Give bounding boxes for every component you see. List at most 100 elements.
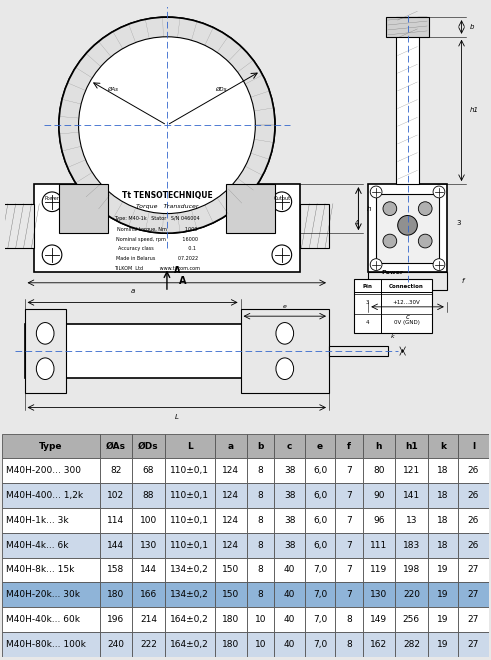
Bar	[458, 607, 489, 632]
Text: 8: 8	[258, 566, 264, 574]
Text: 256: 256	[403, 615, 420, 624]
Text: h1: h1	[469, 108, 478, 114]
Bar	[132, 632, 164, 657]
Bar	[362, 434, 395, 459]
Text: 102: 102	[107, 491, 124, 500]
Bar	[362, 558, 395, 582]
Bar	[59, 184, 108, 233]
Text: 3: 3	[365, 300, 369, 306]
Text: 19: 19	[437, 590, 449, 599]
Circle shape	[79, 37, 255, 214]
Text: 124: 124	[222, 491, 239, 500]
Wedge shape	[59, 17, 275, 233]
Ellipse shape	[276, 323, 294, 344]
Bar	[458, 632, 489, 657]
Bar	[305, 632, 335, 657]
Bar	[132, 483, 164, 508]
Bar	[164, 434, 215, 459]
Text: 38: 38	[284, 467, 296, 475]
Text: Power: Power	[382, 271, 404, 275]
Text: 7: 7	[346, 467, 352, 475]
Bar	[458, 434, 489, 459]
Text: 18: 18	[437, 541, 449, 550]
Bar	[362, 459, 395, 483]
Bar	[362, 533, 395, 558]
Text: 121: 121	[403, 467, 420, 475]
Text: 38: 38	[284, 491, 296, 500]
Bar	[132, 459, 164, 483]
Text: a: a	[131, 288, 135, 294]
Text: 10: 10	[255, 615, 267, 624]
Text: 6,0: 6,0	[313, 467, 327, 475]
Text: 7: 7	[346, 541, 352, 550]
Text: 82: 82	[110, 467, 122, 475]
Bar	[2, 533, 100, 558]
Text: h: h	[376, 442, 382, 451]
Bar	[247, 459, 274, 483]
Bar	[100, 533, 132, 558]
Bar	[247, 533, 274, 558]
Bar	[25, 310, 66, 393]
Text: 7,0: 7,0	[313, 615, 327, 624]
Text: 96: 96	[373, 516, 384, 525]
Circle shape	[59, 17, 275, 233]
Text: 180: 180	[222, 615, 240, 624]
Text: 166: 166	[140, 590, 157, 599]
Bar	[395, 607, 428, 632]
Text: 240: 240	[108, 640, 124, 649]
Bar	[247, 632, 274, 657]
Bar	[247, 607, 274, 632]
Text: L: L	[175, 414, 179, 420]
Ellipse shape	[36, 323, 54, 344]
Text: Pin: Pin	[362, 284, 372, 288]
Bar	[274, 508, 305, 533]
Bar	[215, 533, 247, 558]
Text: ØDs: ØDs	[215, 87, 227, 92]
Text: 19: 19	[437, 566, 449, 574]
Bar	[428, 533, 458, 558]
Bar	[428, 459, 458, 483]
Text: 6,0: 6,0	[313, 541, 327, 550]
Bar	[164, 533, 215, 558]
Text: Type: Type	[39, 442, 63, 451]
Bar	[458, 508, 489, 533]
Bar	[164, 459, 215, 483]
Bar	[395, 632, 428, 657]
Circle shape	[418, 202, 432, 216]
Text: ØDs: ØDs	[138, 442, 159, 451]
Bar	[247, 434, 274, 459]
Bar	[215, 558, 247, 582]
Text: 3: 3	[456, 220, 461, 226]
Text: Connection: Connection	[389, 284, 424, 288]
Text: M40H-4k... 6k: M40H-4k... 6k	[6, 541, 68, 550]
Bar	[132, 582, 164, 607]
Bar	[300, 204, 329, 248]
Bar	[164, 607, 215, 632]
Bar	[305, 483, 335, 508]
Bar	[215, 632, 247, 657]
Text: 144: 144	[108, 541, 124, 550]
Circle shape	[370, 186, 382, 198]
Text: 110±0,1: 110±0,1	[170, 541, 209, 550]
Bar	[362, 483, 395, 508]
Bar	[2, 459, 100, 483]
Bar	[215, 582, 247, 607]
Bar	[362, 582, 395, 607]
Text: 7: 7	[346, 516, 352, 525]
Bar	[215, 508, 247, 533]
Circle shape	[272, 245, 292, 265]
Text: 180: 180	[222, 640, 240, 649]
Bar	[335, 434, 362, 459]
Text: Type: M40-1k   Stator   S/N 046004: Type: M40-1k Stator S/N 046004	[114, 216, 200, 221]
Ellipse shape	[276, 358, 294, 380]
Circle shape	[398, 216, 417, 235]
Text: Output: Output	[273, 196, 290, 201]
Circle shape	[42, 245, 62, 265]
Text: 183: 183	[403, 541, 420, 550]
Bar	[395, 533, 428, 558]
Text: ØAs: ØAs	[108, 87, 118, 92]
Text: 27: 27	[467, 615, 479, 624]
Bar	[428, 582, 458, 607]
Text: 130: 130	[140, 541, 157, 550]
Bar	[241, 310, 329, 393]
